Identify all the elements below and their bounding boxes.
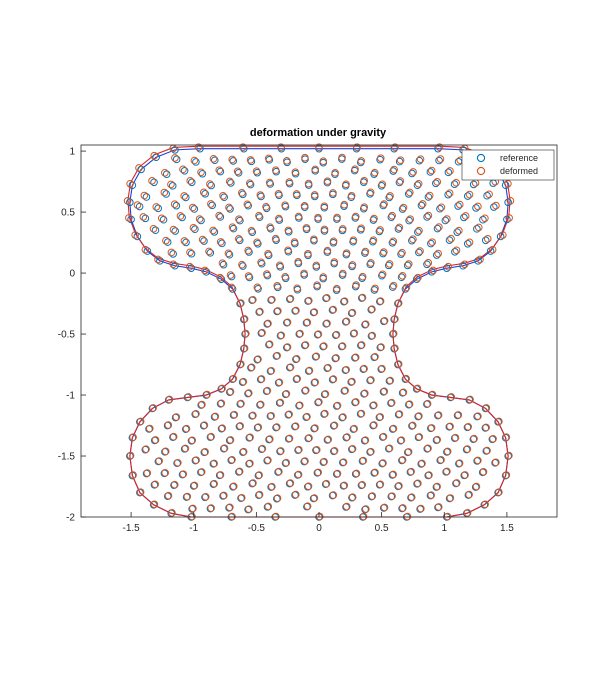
y-tick-label: -0.5	[58, 330, 76, 341]
chart-title: deformation under gravity	[250, 127, 387, 139]
y-tick-label: -1.5	[58, 452, 76, 463]
x-tick-label: 0	[316, 523, 322, 534]
x-tick-label: 0.5	[375, 523, 389, 534]
legend-label-deformed: deformed	[500, 166, 538, 176]
y-tick-label: 1	[69, 147, 75, 158]
x-tick-label: -1.5	[122, 523, 140, 534]
x-tick-label: 1	[441, 523, 447, 534]
x-tick-label: -1	[189, 523, 198, 534]
x-tick-label: 1.5	[500, 523, 514, 534]
legend[interactable]: reference deformed	[462, 150, 554, 180]
legend-label-reference: reference	[500, 153, 538, 163]
y-tick-label: 0	[69, 269, 75, 280]
x-tick-label: -0.5	[248, 523, 266, 534]
y-tick-label: -2	[66, 513, 75, 524]
y-tick-label: -1	[66, 391, 75, 402]
y-tick-label: 0.5	[61, 208, 75, 219]
